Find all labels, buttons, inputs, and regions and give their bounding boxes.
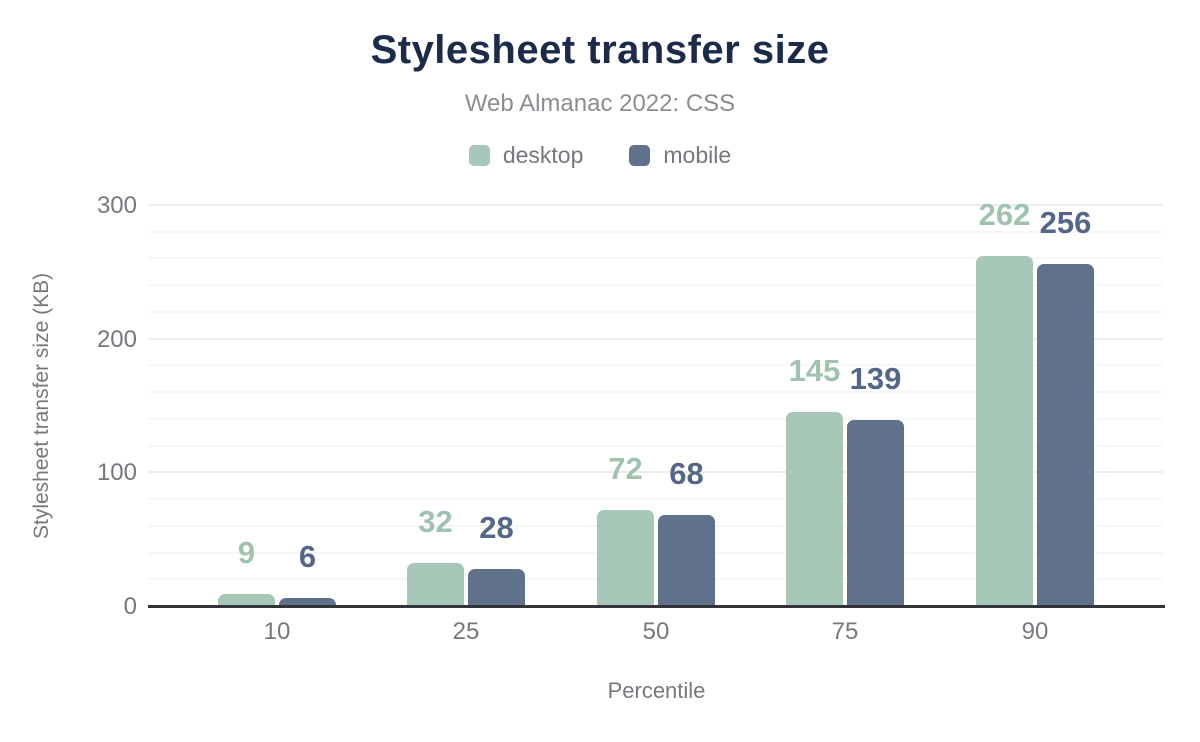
bar-label-desktop-p90: 262 — [978, 197, 1031, 232]
legend-swatch-mobile — [629, 145, 651, 166]
bar-label-mobile-p75: 139 — [849, 361, 902, 396]
gridline-minor — [148, 391, 1163, 394]
gridline-minor — [148, 578, 1163, 581]
legend-item-mobile: mobile — [629, 142, 731, 169]
x-tick-label-25: 25 — [452, 618, 480, 645]
bar-label-desktop-p25: 32 — [418, 504, 453, 539]
gridline-minor — [148, 230, 1163, 233]
x-tick-label-90: 90 — [1021, 618, 1049, 645]
gridline-major — [148, 471, 1163, 474]
bar-label-desktop-p75: 145 — [788, 353, 841, 388]
legend-label-desktop: desktop — [502, 142, 584, 168]
chart-subtitle: Web Almanac 2022: CSS — [464, 90, 736, 117]
gridline-minor — [148, 524, 1163, 527]
bar-label-desktop-p50: 72 — [608, 451, 643, 486]
gridline-minor — [148, 310, 1163, 313]
bar-mobile-p90[interactable] — [1037, 264, 1094, 606]
gridline-major — [148, 337, 1163, 340]
plot-area: 9 6 32 28 72 68 145 139 262 256 — [148, 199, 1163, 606]
gridline-minor — [148, 551, 1163, 554]
bar-desktop-p25[interactable] — [407, 563, 464, 606]
bar-mobile-p75[interactable] — [847, 420, 904, 606]
bar-label-desktop-p10: 9 — [237, 535, 256, 570]
bar-desktop-p90[interactable] — [976, 256, 1033, 606]
gridline-minor — [148, 284, 1163, 287]
gridline-minor — [148, 364, 1163, 367]
gridline-major — [148, 204, 1163, 206]
bar-mobile-p25[interactable] — [468, 569, 525, 606]
gridline-minor — [148, 257, 1163, 260]
y-tick-label-100: 100 — [96, 459, 137, 487]
gridline-minor — [148, 498, 1163, 501]
legend: desktop mobile — [0, 142, 1200, 169]
bar-label-mobile-p50: 68 — [669, 456, 704, 491]
y-axis-title: Stylesheet transfer size (KB) — [30, 272, 53, 539]
y-tick-label-0: 0 — [123, 593, 137, 620]
gridline-minor — [148, 444, 1163, 447]
bar-label-mobile-p10: 6 — [298, 539, 317, 574]
x-tick-label-75: 75 — [831, 618, 859, 645]
legend-label-mobile: mobile — [663, 142, 732, 168]
bar-label-mobile-p90: 256 — [1039, 205, 1092, 240]
x-tick-label-10: 10 — [263, 618, 291, 645]
gridline-minor — [148, 417, 1163, 420]
x-axis-line — [148, 605, 1165, 608]
bar-desktop-p75[interactable] — [786, 412, 843, 606]
bar-label-mobile-p25: 28 — [479, 510, 514, 545]
legend-swatch-desktop — [468, 145, 490, 166]
bar-mobile-p50[interactable] — [658, 515, 715, 606]
y-tick-label-300: 300 — [96, 192, 137, 219]
chart-title: Stylesheet transfer size — [370, 28, 830, 72]
x-tick-label-50: 50 — [642, 618, 670, 645]
bar-desktop-p10[interactable] — [218, 594, 275, 606]
x-axis-title: Percentile — [607, 678, 706, 703]
legend-item-desktop: desktop — [468, 142, 584, 169]
bar-desktop-p50[interactable] — [597, 510, 654, 606]
y-tick-label-200: 200 — [96, 325, 137, 353]
bar-mobile-p10[interactable] — [279, 598, 336, 606]
